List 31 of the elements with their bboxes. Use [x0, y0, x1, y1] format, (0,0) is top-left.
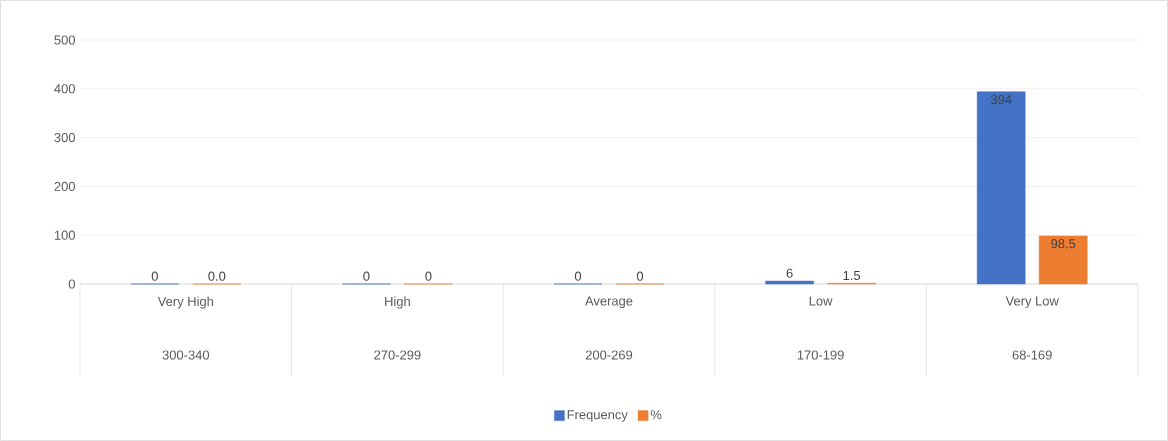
- data-label: 6: [786, 268, 793, 278]
- data-label: 0: [151, 271, 158, 281]
- text: 68-169: [1012, 350, 1052, 360]
- data-label: 0: [363, 271, 370, 281]
- data-label: 0: [636, 271, 644, 281]
- bar: [765, 280, 814, 285]
- x-tick-label: Very High: [157, 296, 214, 309]
- text: 300-340: [162, 350, 210, 360]
- data-label: 0.0: [208, 271, 226, 281]
- legend-label: Frequency: [567, 410, 628, 422]
- text: 200-269: [585, 350, 633, 360]
- y-tick-label: 400: [54, 84, 75, 94]
- data-label: 1.5: [843, 271, 861, 281]
- y-tick-label: 0: [68, 279, 75, 289]
- text: 270-299: [374, 350, 421, 360]
- legend-label: %: [650, 410, 662, 420]
- y-tick-label: 500: [54, 35, 75, 45]
- data-label: 98.5: [1051, 239, 1076, 249]
- y-tick-label: 200: [54, 181, 75, 191]
- data-label: 0: [425, 271, 432, 281]
- x-tick-label: Low: [809, 296, 833, 306]
- y-tick-label: 300: [54, 133, 75, 143]
- y-tick-label: 100: [54, 230, 75, 240]
- bar: [976, 91, 1026, 285]
- data-label: 394: [990, 94, 1012, 105]
- x-tick-label: Average: [585, 296, 633, 309]
- text: 170-199: [797, 350, 844, 360]
- x-tick-label: Very Low: [1005, 296, 1059, 309]
- bar: [1038, 235, 1088, 285]
- data-label: 0: [574, 271, 582, 281]
- x-tick-label: High: [385, 296, 410, 309]
